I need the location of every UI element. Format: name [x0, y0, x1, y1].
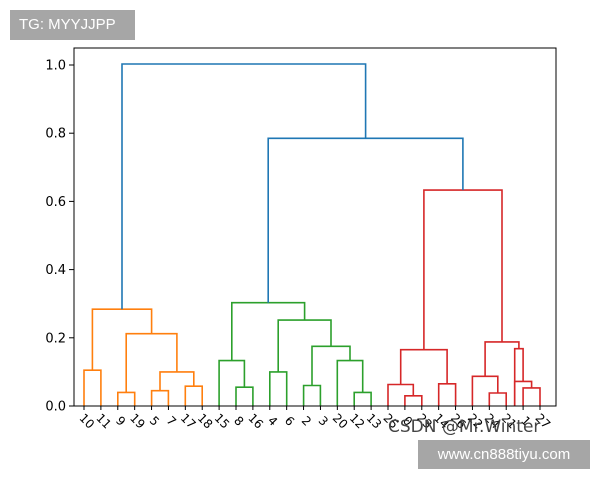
leaf-label-19: 19 — [127, 411, 148, 432]
dendrogram-link-24 — [513, 347, 524, 406]
dendrogram-link-22 — [522, 387, 541, 406]
dendrogram-link-27 — [267, 137, 464, 303]
y-axis: 0.0 0.2 0.4 0.6 0.8 1.0 — [45, 59, 74, 415]
csdn-watermark: CSDN @Mr.Winter — [388, 417, 540, 437]
leaf-label-9: 9 — [113, 414, 128, 429]
dendrogram-link-10 — [302, 384, 322, 406]
leaf-label-3: 3 — [316, 414, 331, 429]
leaf-label-6: 6 — [282, 414, 297, 429]
dendrogram-link-1 — [117, 391, 136, 406]
dendrogram-link-21 — [471, 375, 499, 406]
watermark-badge-bottom-right: www.cn888tiyu.com — [418, 440, 590, 469]
dendrogram-link-15 — [231, 301, 306, 361]
leaf-label-7: 7 — [164, 414, 179, 429]
dendrogram-link-11 — [353, 391, 372, 406]
dendrogram-link-8 — [218, 359, 246, 406]
dendrogram-link-25 — [484, 341, 520, 377]
dendrogram-link-20 — [488, 392, 508, 406]
leaf-label-15: 15 — [212, 411, 233, 432]
y-tick-label-5: 1.0 — [45, 59, 66, 74]
dendrogram-link-3 — [184, 385, 203, 406]
dendrogram-link-28 — [121, 63, 367, 310]
dendrogram-link-19 — [399, 348, 448, 385]
watermark-badge-top-left: TG: MYYJJPP — [10, 10, 135, 40]
dendrogram-link-4 — [159, 371, 195, 391]
leaf-label-4: 4 — [265, 414, 280, 429]
plot-frame — [73, 47, 557, 407]
y-tick-label-1: 0.2 — [45, 331, 66, 346]
dendrogram-link-13 — [311, 345, 351, 386]
dendrogram-link-26 — [423, 189, 503, 350]
y-tick-label-2: 0.4 — [45, 263, 66, 278]
dendrogram-link-0 — [83, 369, 102, 406]
y-tick-label-4: 0.8 — [45, 127, 66, 142]
y-tick-label-0: 0.0 — [45, 400, 66, 415]
dendrogram-link-6 — [91, 308, 153, 371]
leaf-label-16: 16 — [245, 411, 266, 432]
dendrogram-link-7 — [235, 386, 254, 406]
leaf-label-2: 2 — [299, 414, 314, 429]
dendrogram-link-16 — [404, 394, 423, 406]
dendrogram-link-12 — [336, 359, 364, 406]
y-tick-label-3: 0.6 — [45, 195, 66, 210]
dendrogram-link-5 — [125, 332, 178, 393]
dendrogram-link-18 — [437, 382, 457, 406]
dendrogram-links — [83, 63, 541, 406]
leaf-label-11: 11 — [93, 411, 114, 432]
leaf-label-5: 5 — [147, 414, 162, 429]
leaf-label-8: 8 — [231, 414, 246, 429]
dendrogram-link-9 — [268, 371, 288, 406]
dendrogram-link-2 — [150, 389, 170, 406]
